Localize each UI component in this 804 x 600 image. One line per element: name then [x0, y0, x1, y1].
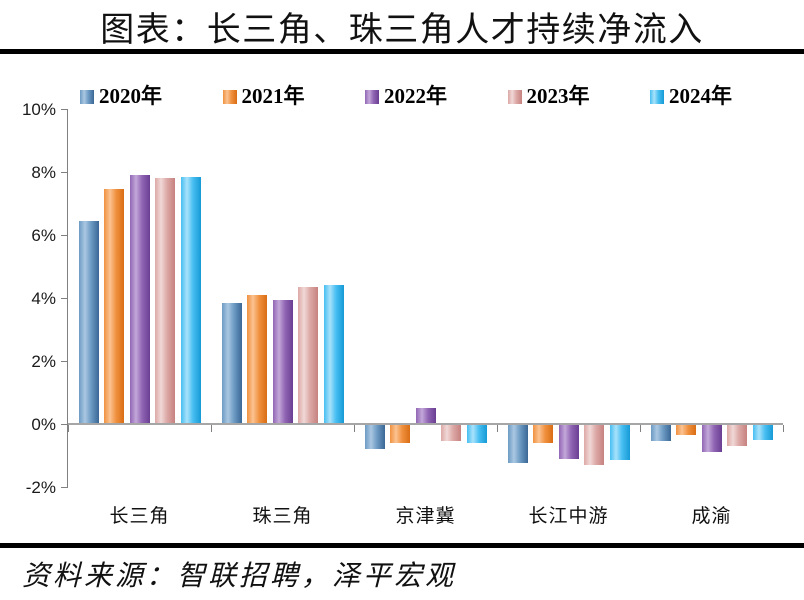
y-axis-tick-label: 2% [31, 352, 56, 371]
y-axis-tick-label: -2% [25, 478, 56, 497]
category-axis-tick [211, 425, 212, 432]
legend-color-swatch [650, 89, 664, 104]
bar-长江中游-2022 [559, 424, 579, 459]
legend-color-swatch [222, 89, 237, 104]
bar-珠三角-2020 [222, 303, 242, 424]
bar-成渝-2021 [676, 424, 696, 435]
category-axis-tick [640, 425, 641, 432]
bar-京津冀-2023 [441, 424, 461, 441]
legend-item-2023: 2023年 [507, 83, 590, 108]
bar-京津冀-2022 [416, 408, 436, 424]
category-label-京津冀: 京津冀 [395, 506, 456, 527]
legend-label: 2023年 [526, 83, 590, 108]
category-axis-tick [68, 425, 69, 432]
bar-长江中游-2023 [584, 424, 604, 465]
bar-珠三角-2021 [247, 295, 267, 424]
bottom-divider [0, 543, 804, 548]
legend: 2020年 2021年 2022年 2023年 2024年 [80, 84, 732, 108]
y-axis-tick-label: 4% [31, 289, 56, 308]
y-axis-tick-label: 10% [21, 100, 56, 119]
legend-item-2021: 2021年 [222, 83, 305, 108]
bar-珠三角-2024 [324, 285, 344, 424]
y-axis-tick [61, 171, 68, 173]
category-label-珠三角: 珠三角 [252, 506, 313, 527]
bar-长三角-2020 [79, 221, 99, 424]
zero-baseline [68, 423, 783, 425]
bar-长三角-2022 [130, 175, 150, 424]
bar-成渝-2020 [651, 424, 671, 441]
y-axis-tick [61, 108, 68, 110]
legend-color-swatch [80, 89, 94, 104]
y-axis-tick-label: 6% [31, 226, 56, 245]
top-divider [0, 49, 804, 54]
bar-长三角-2024 [181, 177, 201, 424]
y-axis-tick [61, 297, 68, 299]
y-axis-tick [61, 486, 68, 488]
legend-label: 2022年 [384, 83, 447, 108]
bar-长三角-2023 [155, 178, 175, 424]
category-axis-tick [783, 425, 784, 432]
y-axis-tick [61, 360, 68, 362]
category-axis-tick [497, 425, 498, 432]
bar-成渝-2023 [727, 424, 747, 446]
legend-color-swatch [507, 89, 522, 104]
legend-item-2024: 2024年 [650, 83, 732, 108]
category-axis-tick [354, 425, 355, 432]
bar-京津冀-2020 [365, 424, 385, 449]
y-axis-tick-label: 8% [31, 163, 56, 182]
bar-珠三角-2022 [273, 300, 293, 424]
legend-label: 2020年 [99, 83, 162, 108]
bar-长江中游-2021 [533, 424, 553, 443]
legend-item-2020: 2020年 [80, 83, 162, 108]
bar-成渝-2024 [753, 424, 773, 440]
chart-title: 图表：长三角、珠三角人才持续净流入 [100, 12, 704, 49]
legend-color-swatch [365, 89, 379, 104]
bar-长江中游-2020 [508, 424, 528, 463]
category-label-长江中游: 长江中游 [528, 506, 609, 527]
legend-item-2022: 2022年 [365, 83, 447, 108]
y-axis-tick-label: 0% [31, 415, 56, 434]
bar-长三角-2021 [104, 189, 124, 424]
y-axis-tick [61, 423, 68, 425]
bar-长江中游-2024 [610, 424, 630, 460]
category-label-长三角: 长三角 [109, 506, 170, 527]
bar-京津冀-2021 [390, 424, 410, 443]
bar-成渝-2022 [702, 424, 722, 452]
category-label-成渝: 成渝 [691, 506, 732, 527]
bar-珠三角-2023 [298, 287, 318, 424]
legend-label: 2021年 [241, 83, 305, 108]
source-note: 资料来源：智联招聘，泽平宏观 [22, 561, 457, 592]
legend-label: 2024年 [669, 83, 732, 108]
bar-京津冀-2024 [467, 424, 487, 443]
y-axis-tick [61, 234, 68, 236]
